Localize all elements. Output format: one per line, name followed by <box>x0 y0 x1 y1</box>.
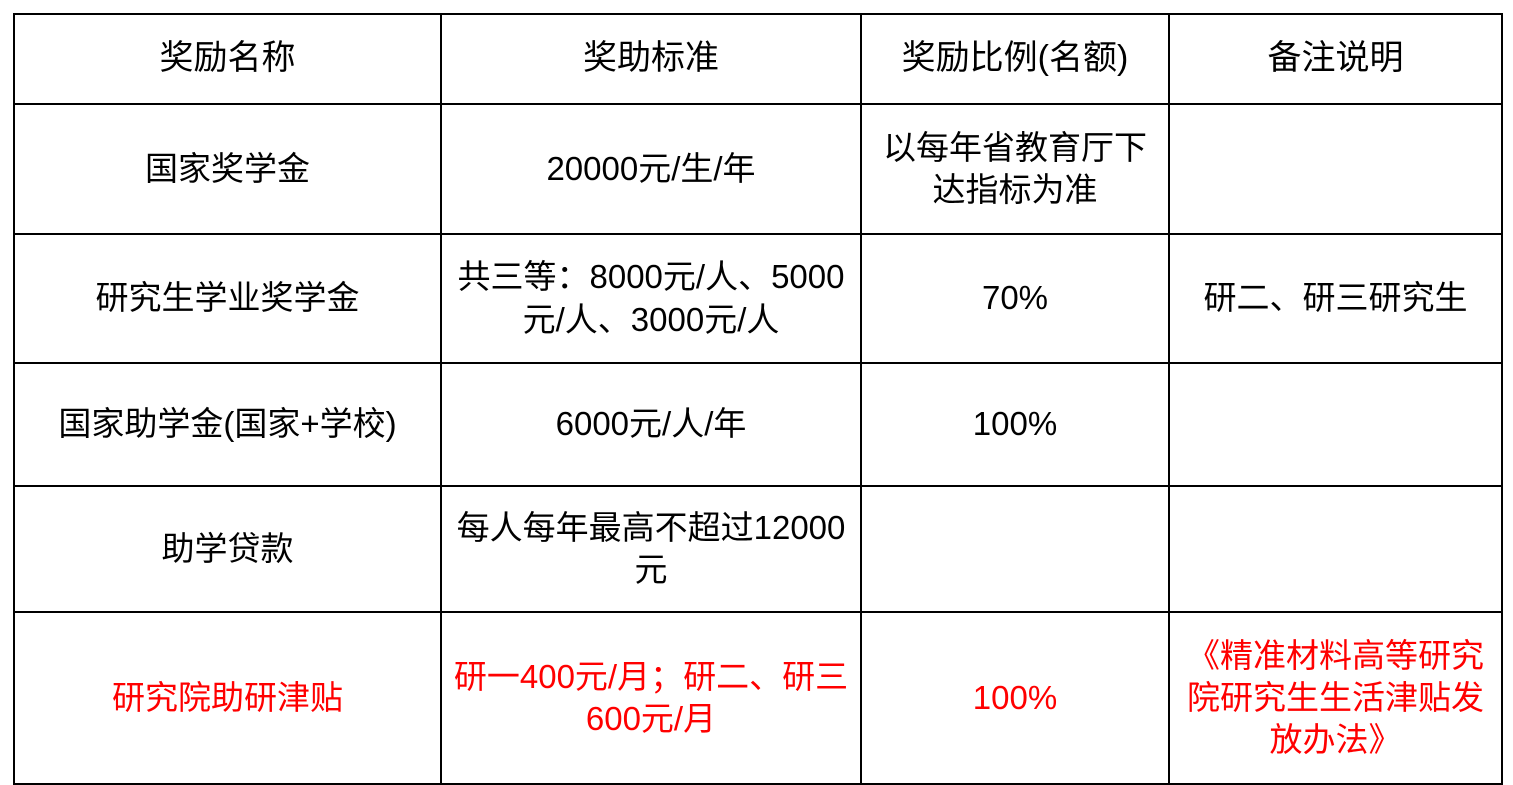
cell-award-ratio: 以每年省教育厅下达指标为准 <box>860 103 1170 235</box>
column-header-remark: 备注说明 <box>1168 13 1503 105</box>
award-ratio-text: 以每年省教育厅下达指标为准 <box>883 128 1147 208</box>
award-ratio-text <box>868 549 1162 550</box>
column-header-award-name: 奖励名称 <box>13 13 442 105</box>
remark-text <box>1176 549 1495 550</box>
cell-remark <box>1168 362 1503 487</box>
award-name-text: 研究生学业奖学金 <box>95 279 360 317</box>
table-header: 奖励名称 奖助标准 奖励比例(名额) 备注说明 <box>13 13 1503 105</box>
remark-text <box>1176 169 1495 170</box>
cell-remark <box>1168 103 1503 235</box>
remark-text <box>1176 424 1495 425</box>
award-standard-text: 研一400元/月；研二、研三600元/月 <box>453 657 849 737</box>
cell-award-ratio <box>860 485 1170 613</box>
award-ratio-text: 100% <box>972 405 1058 443</box>
table-row-highlighted: 研究院助研津贴 研一400元/月；研二、研三600元/月 100% 《精准材料高… <box>13 611 1503 785</box>
cell-award-name: 国家助学金(国家+学校) <box>13 362 442 487</box>
scholarship-award-table: 奖励名称 奖助标准 奖励比例(名额) 备注说明 国家奖学金 20000元/生/年… <box>13 13 1503 785</box>
column-header-award-standard: 奖助标准 <box>440 13 862 105</box>
award-name-text: 助学贷款 <box>161 529 294 567</box>
remark-text: 《精准材料高等研究院研究生生活津贴发放办法》 <box>1187 636 1484 759</box>
column-header-award-ratio: 奖励比例(名额) <box>860 13 1170 105</box>
cell-award-standard: 20000元/生/年 <box>440 103 862 235</box>
cell-award-ratio: 100% <box>860 362 1170 487</box>
remark-text: 研二、研三研究生 <box>1203 279 1468 317</box>
cell-award-standard: 每人每年最高不超过12000元 <box>440 485 862 613</box>
table-row: 国家助学金(国家+学校) 6000元/人/年 100% <box>13 362 1503 487</box>
table-row: 研究生学业奖学金 共三等：8000元/人、5000元/人、3000元/人 70%… <box>13 233 1503 364</box>
cell-remark: 研二、研三研究生 <box>1168 233 1503 364</box>
table-header-row: 奖励名称 奖助标准 奖励比例(名额) 备注说明 <box>13 13 1503 105</box>
award-ratio-text: 70% <box>981 279 1049 317</box>
table-row: 助学贷款 每人每年最高不超过12000元 <box>13 485 1503 613</box>
table-row: 国家奖学金 20000元/生/年 以每年省教育厅下达指标为准 <box>13 103 1503 235</box>
cell-award-standard: 6000元/人/年 <box>440 362 862 487</box>
award-ratio-text: 100% <box>972 678 1058 716</box>
award-standard-text: 20000元/生/年 <box>546 149 756 187</box>
award-name-text: 研究院助研津贴 <box>112 678 343 716</box>
cell-remark: 《精准材料高等研究院研究生生活津贴发放办法》 <box>1168 611 1503 785</box>
cell-award-standard: 研一400元/月；研二、研三600元/月 <box>440 611 862 785</box>
award-name-text: 国家助学金(国家+学校) <box>58 405 397 443</box>
cell-award-name: 国家奖学金 <box>13 103 442 235</box>
cell-award-name: 研究院助研津贴 <box>13 611 442 785</box>
award-standard-text: 共三等：8000元/人、5000元/人、3000元/人 <box>457 258 845 338</box>
table-body: 国家奖学金 20000元/生/年 以每年省教育厅下达指标为准 研究生学业奖学金 … <box>13 103 1503 785</box>
cell-award-name: 助学贷款 <box>13 485 442 613</box>
award-standard-text: 6000元/人/年 <box>555 405 747 443</box>
document-page: 奖励名称 奖助标准 奖励比例(名额) 备注说明 国家奖学金 20000元/生/年… <box>13 13 1503 785</box>
cell-award-ratio: 100% <box>860 611 1170 785</box>
award-name-text: 国家奖学金 <box>145 149 310 187</box>
cell-award-ratio: 70% <box>860 233 1170 364</box>
cell-award-standard: 共三等：8000元/人、5000元/人、3000元/人 <box>440 233 862 364</box>
award-standard-text: 每人每年最高不超过12000元 <box>456 508 846 588</box>
cell-remark <box>1168 485 1503 613</box>
cell-award-name: 研究生学业奖学金 <box>13 233 442 364</box>
